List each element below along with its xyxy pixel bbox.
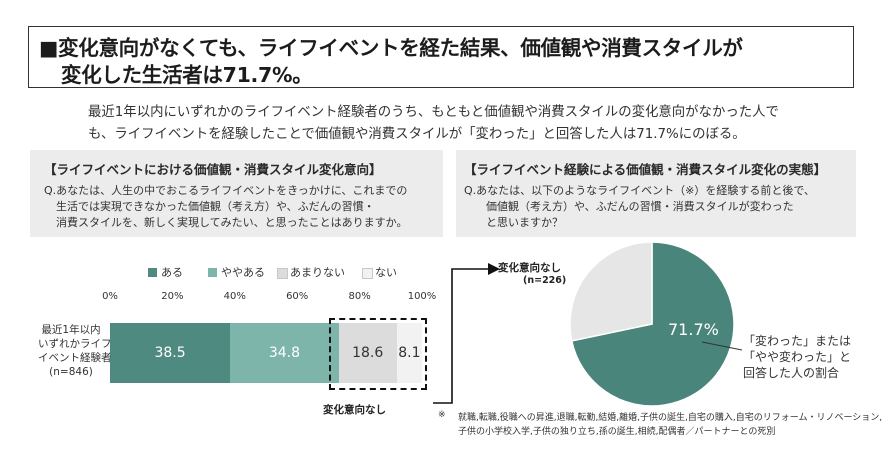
no-change-highlight-box xyxy=(329,318,427,390)
footnote-line-1: 就職,転職,役職への昇進,退職,転勤,結婚,離婚,子供の誕生,自宅の購入,自宅の… xyxy=(458,413,883,423)
footnote-mark: ※ xyxy=(438,410,446,420)
right-panel-header: 【ライフイベント経験による価値観・消費スタイル変化の実態】 Q.あなたは、以下の… xyxy=(456,150,856,237)
pie-slice-1 xyxy=(569,241,653,342)
right-panel-question-line-2: 価値観（考え方）や、ふだんの習慣・消費スタイルが変わった xyxy=(486,200,794,213)
pie-group-label: 変化意向なし xyxy=(498,262,561,274)
x-tick-label: 60% xyxy=(286,291,309,302)
legend-label-0: ある xyxy=(161,266,183,279)
legend-label-1: ややある xyxy=(221,266,265,279)
pie-group-n: (n=226) xyxy=(523,275,567,286)
pie-annotation-line-1: 「変わった」または xyxy=(743,334,852,348)
pie-annotation-line xyxy=(701,341,743,351)
bar-value-label-2: 18.6 xyxy=(352,345,384,361)
x-tick-label: 40% xyxy=(223,291,246,302)
footnote-line-2: 子供の小学校入学,子供の独り立ち,孫の誕生,相続,配偶者／パートナーとの死別 xyxy=(458,427,776,437)
headline-box: ■変化意向がなくても、ライフイベントを経た結果、価値観や消費スタイルが 変化した… xyxy=(28,26,854,88)
connector-arrow xyxy=(433,263,500,404)
left-panel-question-line-2: 生活では実現できなかった価値観（考え方）や、ふだんの習慣・ xyxy=(56,200,375,213)
bar-value-label-1: 34.8 xyxy=(268,345,300,361)
legend-swatch-0 xyxy=(148,268,157,277)
category-line-4: (n=846) xyxy=(49,366,93,378)
summary-line-2: も、ライフイベントを経験したことで価値観や消費スタイルが「変わった」と回答した人… xyxy=(88,127,746,142)
pie-slice-0 xyxy=(570,241,735,407)
pie-annotation-line-3: 回答した人の割合 xyxy=(743,366,840,380)
x-tick-label: 80% xyxy=(348,291,371,302)
bar-value-label-0: 38.5 xyxy=(154,345,186,361)
category-line-1: 最近1年以内 xyxy=(41,324,101,336)
legend-label-3: ない xyxy=(375,266,397,279)
summary-line-1: 最近1年以内にいずれかのライフイベント経験者のうち、もともと価値観や消費スタイル… xyxy=(88,105,779,120)
bar-category-label: 最近1年以内 いずれかライフ イベント経験者 (n=846) xyxy=(38,323,112,379)
bar-segment-2 xyxy=(338,323,397,383)
x-tick-label: 20% xyxy=(161,291,184,302)
bar-segment-0 xyxy=(110,323,231,383)
bar-value-label-3: 8.1 xyxy=(398,345,421,361)
right-panel-question-line-1: Q.あなたは、以下のようなライフイベント（※）を経験する前と後で、 xyxy=(464,184,815,197)
right-panel-title: 【ライフイベント経験による価値観・消費スタイル変化の実態】 xyxy=(464,162,827,177)
pie-percent-label: 71.7% xyxy=(668,320,719,339)
right-panel-question-line-3: と思いますか？ xyxy=(486,216,563,229)
left-panel-header: 【ライフイベントにおける価値観・消費スタイル変化意向】 Q.あなたは、人生の中で… xyxy=(30,150,443,237)
pie-chart xyxy=(569,241,735,407)
x-tick-label: 100% xyxy=(407,291,437,302)
category-line-2: いずれかライフ xyxy=(38,338,112,350)
headline-line-1: ■変化意向がなくても、ライフイベントを経た結果、価値観や消費スタイルが xyxy=(39,36,743,60)
bar-segment-1 xyxy=(230,323,339,383)
bar-segment-3 xyxy=(396,323,422,383)
legend-label-2: あまりない xyxy=(290,266,345,279)
legend-swatch-2 xyxy=(277,268,288,279)
headline-line-2: 変化した生活者は71.7%。 xyxy=(61,63,313,87)
legend-swatch-1 xyxy=(208,268,217,277)
legend-swatch-3 xyxy=(362,268,373,279)
left-panel-question-line-1: Q.あなたは、人生の中でおこるライフイベントをきっかけに、これまでの xyxy=(44,184,408,197)
pie-annotation: 「変わった」または 「やや変わった」と 回答した人の割合 xyxy=(743,333,851,381)
category-line-3: イベント経験者 xyxy=(38,352,112,364)
no-change-label: 変化意向なし xyxy=(323,404,386,416)
left-panel-question-line-3: 消費スタイルを、新しく実現してみたい、と思ったことはありますか。 xyxy=(56,216,408,229)
pie-annotation-line-2: 「やや変わった」と xyxy=(743,350,852,364)
left-panel-title: 【ライフイベントにおける価値観・消費スタイル変化意向】 xyxy=(44,162,382,177)
x-tick-label: 0% xyxy=(102,291,118,302)
